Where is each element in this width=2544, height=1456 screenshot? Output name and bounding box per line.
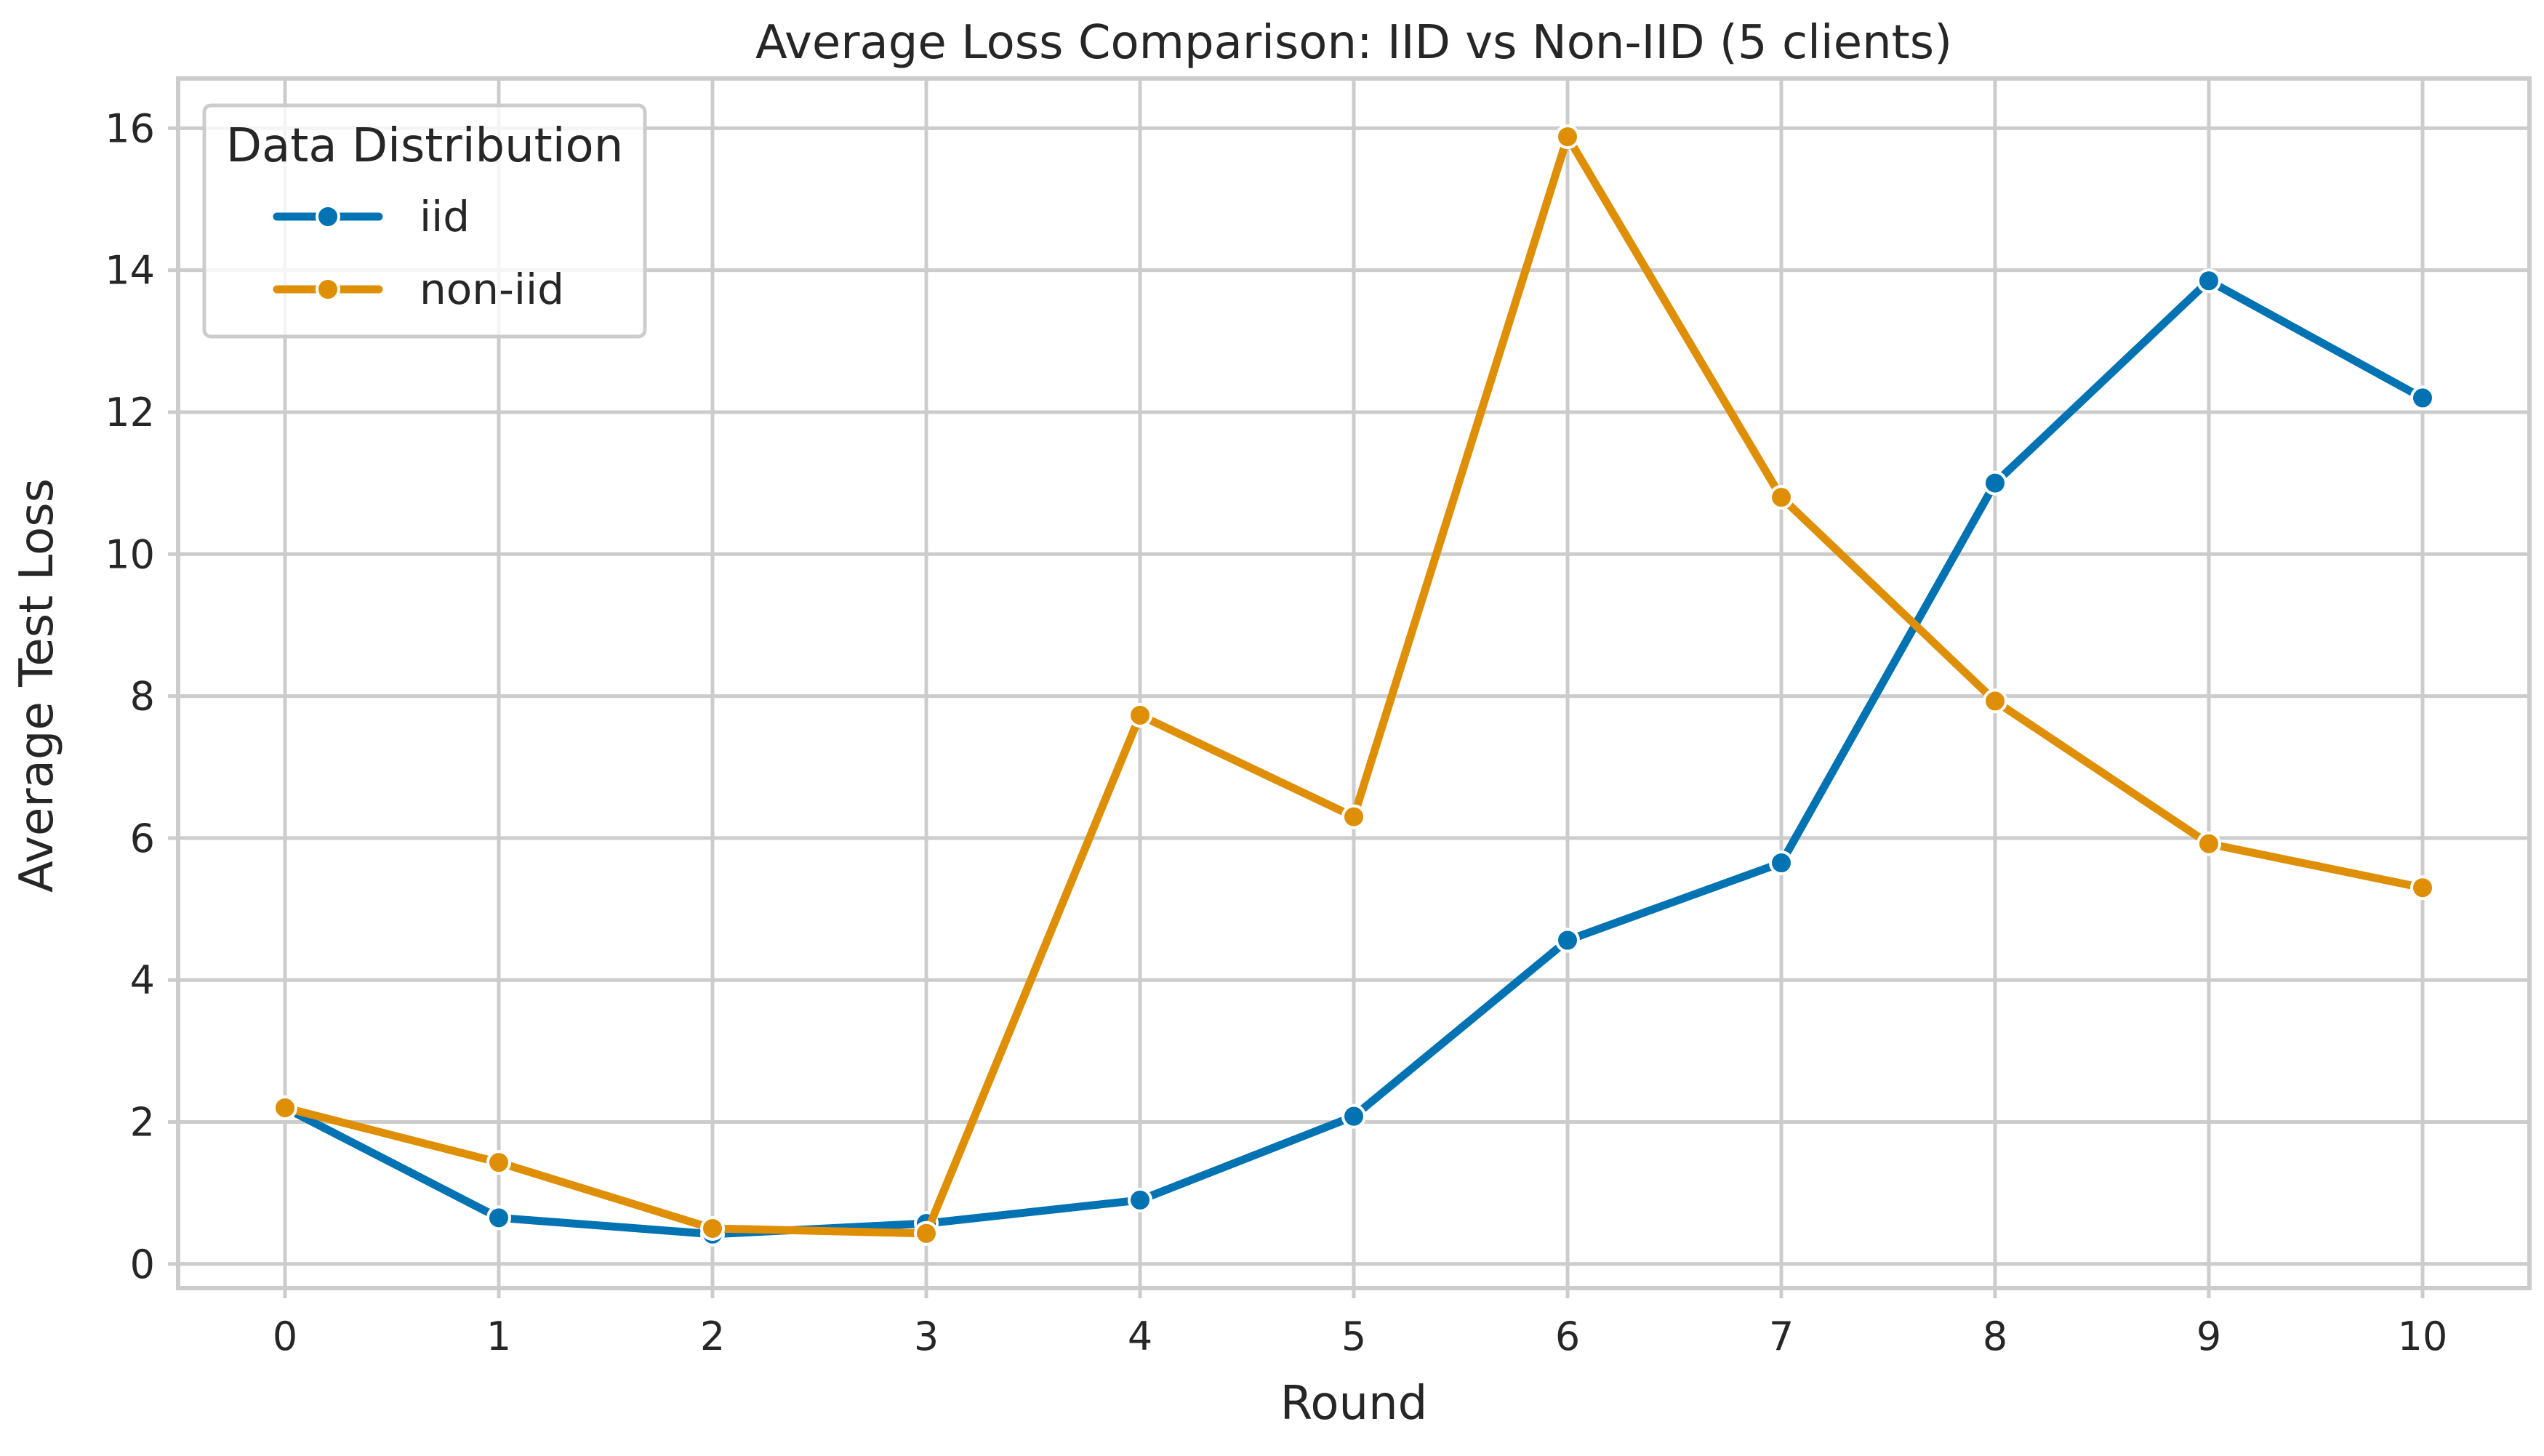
legend-entry-non-iid: non-iid xyxy=(273,265,564,314)
data-point-iid xyxy=(486,1205,511,1231)
legend-entries: iid non-iid xyxy=(273,192,564,314)
y-tick-label: 6 xyxy=(130,816,155,861)
legend: Data Distribution iid non-iid xyxy=(202,103,647,339)
legend-entry-iid: iid xyxy=(273,192,470,241)
series-non-iid xyxy=(273,124,2435,1246)
data-point-non-iid xyxy=(1128,702,1152,728)
y-tick-label: 14 xyxy=(105,248,155,294)
data-point-iid xyxy=(2410,385,2435,411)
data-point-non-iid xyxy=(700,1215,725,1241)
x-axis-title: Round xyxy=(1280,1377,1428,1431)
chart-title: Average Loss Comparison: IID vs Non-IID … xyxy=(755,16,1952,70)
x-tick-label: 7 xyxy=(1769,1314,1794,1359)
x-tick-label: 5 xyxy=(1341,1314,1366,1359)
data-point-non-iid xyxy=(2196,831,2221,856)
x-tick-label: 6 xyxy=(1555,1314,1580,1359)
x-tick-label: 0 xyxy=(273,1314,297,1359)
data-point-non-iid xyxy=(1341,804,1366,829)
legend-title: Data Distribution xyxy=(226,119,624,173)
y-tick-label: 10 xyxy=(105,531,155,577)
legend-box xyxy=(202,103,647,339)
data-point-non-iid xyxy=(914,1220,939,1246)
legend-swatch-marker xyxy=(316,277,340,302)
x-tick-label: 1 xyxy=(486,1314,511,1359)
series-group xyxy=(273,124,2435,1247)
data-point-iid xyxy=(1769,850,1794,876)
x-tick-label: 8 xyxy=(1983,1314,2007,1359)
x-tick-label: 10 xyxy=(2398,1314,2448,1359)
x-tick-label: 4 xyxy=(1128,1314,1152,1359)
data-point-non-iid xyxy=(273,1095,297,1120)
legend-label: non-iid xyxy=(420,265,564,314)
y-tick-label: 12 xyxy=(105,390,155,435)
data-point-non-iid xyxy=(1555,124,1580,150)
data-point-iid xyxy=(1983,470,2007,496)
data-point-non-iid xyxy=(1983,688,2007,714)
legend-label: iid xyxy=(420,192,470,241)
x-tick-label: 9 xyxy=(2196,1314,2221,1359)
y-tick-label: 2 xyxy=(130,1099,155,1145)
x-tick-label: 3 xyxy=(914,1314,939,1359)
data-point-iid xyxy=(1555,928,1580,953)
data-point-iid xyxy=(1341,1103,1366,1129)
data-point-iid xyxy=(2196,268,2221,294)
data-point-non-iid xyxy=(1769,485,1794,510)
y-tick-label: 8 xyxy=(130,674,155,720)
legend-swatch-marker xyxy=(316,204,340,229)
y-tick-label: 16 xyxy=(105,105,155,151)
data-point-non-iid xyxy=(486,1150,511,1175)
y-tick-label: 4 xyxy=(130,957,155,1003)
y-tick-label: 0 xyxy=(130,1242,155,1287)
x-tick-label: 2 xyxy=(700,1314,725,1359)
y-axis-title: Average Test Loss xyxy=(10,478,64,893)
data-point-iid xyxy=(1128,1187,1152,1212)
data-point-non-iid xyxy=(2410,875,2435,901)
